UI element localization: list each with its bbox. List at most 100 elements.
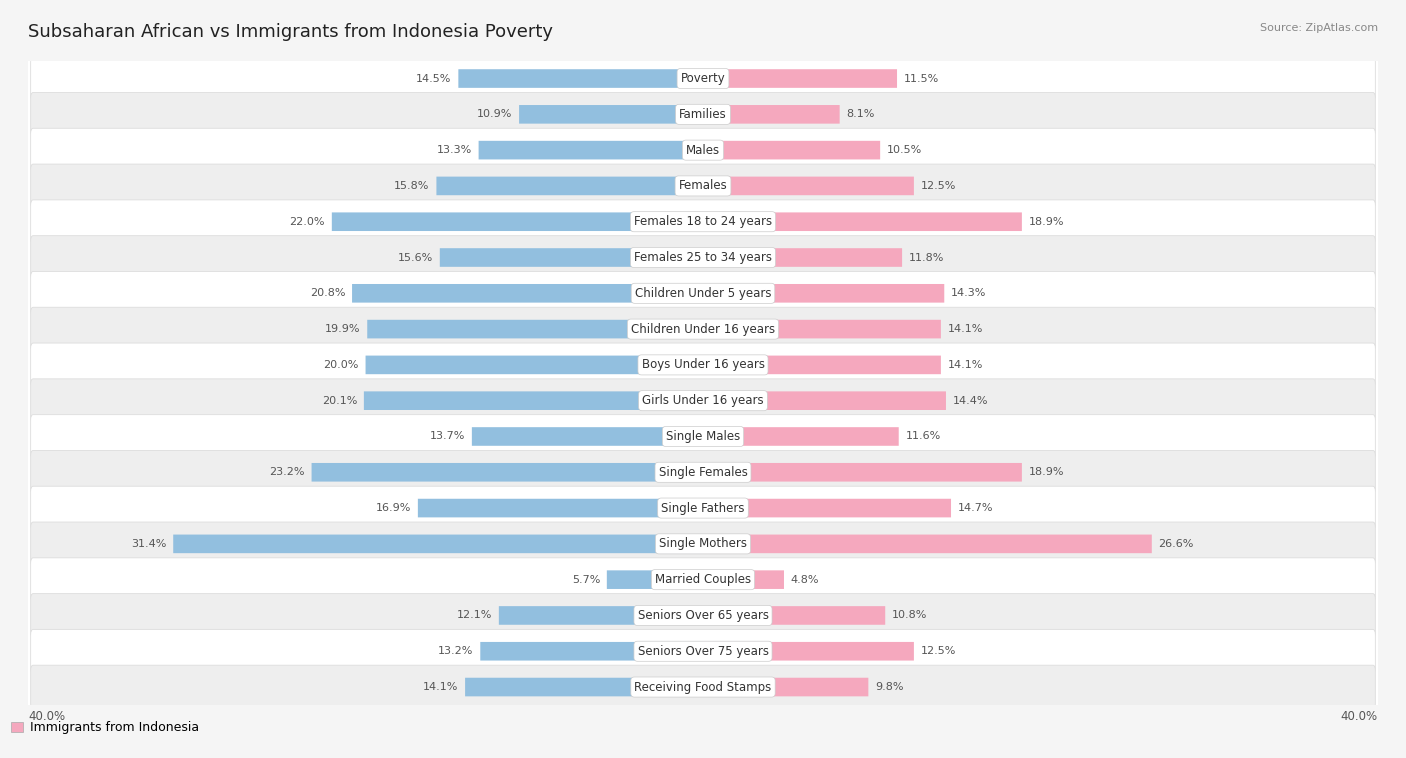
Text: Seniors Over 75 years: Seniors Over 75 years <box>637 645 769 658</box>
FancyBboxPatch shape <box>31 666 1375 709</box>
FancyBboxPatch shape <box>31 486 1375 530</box>
Legend: Subsaharan African, Immigrants from Indonesia: Subsaharan African, Immigrants from Indo… <box>0 721 198 735</box>
FancyBboxPatch shape <box>31 558 1375 602</box>
Text: 8.1%: 8.1% <box>846 109 875 119</box>
Text: Families: Families <box>679 108 727 121</box>
FancyBboxPatch shape <box>31 92 1375 136</box>
FancyBboxPatch shape <box>703 642 914 660</box>
FancyBboxPatch shape <box>607 570 703 589</box>
FancyBboxPatch shape <box>703 606 886 625</box>
Text: 14.1%: 14.1% <box>423 682 458 692</box>
Text: 16.9%: 16.9% <box>375 503 411 513</box>
Text: 20.1%: 20.1% <box>322 396 357 406</box>
FancyBboxPatch shape <box>703 428 898 446</box>
FancyBboxPatch shape <box>703 463 1022 481</box>
Text: Females 25 to 34 years: Females 25 to 34 years <box>634 251 772 264</box>
Text: 10.9%: 10.9% <box>477 109 512 119</box>
Text: 4.8%: 4.8% <box>790 575 820 584</box>
Text: Males: Males <box>686 143 720 157</box>
FancyBboxPatch shape <box>31 57 1375 100</box>
FancyBboxPatch shape <box>703 212 1022 231</box>
FancyBboxPatch shape <box>465 678 703 697</box>
FancyBboxPatch shape <box>703 391 946 410</box>
FancyBboxPatch shape <box>458 69 703 88</box>
Text: 31.4%: 31.4% <box>131 539 166 549</box>
Text: 12.5%: 12.5% <box>921 181 956 191</box>
Text: 15.6%: 15.6% <box>398 252 433 262</box>
FancyBboxPatch shape <box>173 534 703 553</box>
FancyBboxPatch shape <box>31 236 1375 280</box>
Text: Children Under 5 years: Children Under 5 years <box>634 287 772 300</box>
FancyBboxPatch shape <box>31 164 1375 208</box>
FancyBboxPatch shape <box>31 415 1375 459</box>
Text: 11.8%: 11.8% <box>908 252 945 262</box>
Text: Girls Under 16 years: Girls Under 16 years <box>643 394 763 407</box>
FancyBboxPatch shape <box>703 499 950 518</box>
FancyBboxPatch shape <box>703 177 914 196</box>
FancyBboxPatch shape <box>31 379 1375 422</box>
FancyBboxPatch shape <box>478 141 703 159</box>
Text: 22.0%: 22.0% <box>290 217 325 227</box>
FancyBboxPatch shape <box>31 343 1375 387</box>
FancyBboxPatch shape <box>364 391 703 410</box>
FancyBboxPatch shape <box>31 522 1375 565</box>
Text: 18.9%: 18.9% <box>1029 467 1064 478</box>
FancyBboxPatch shape <box>418 499 703 518</box>
Text: 20.8%: 20.8% <box>309 288 346 299</box>
Text: 14.3%: 14.3% <box>950 288 987 299</box>
FancyBboxPatch shape <box>332 212 703 231</box>
Text: 40.0%: 40.0% <box>28 710 65 723</box>
FancyBboxPatch shape <box>440 248 703 267</box>
Text: 40.0%: 40.0% <box>1341 710 1378 723</box>
Text: 13.3%: 13.3% <box>437 145 472 155</box>
Text: 9.8%: 9.8% <box>875 682 904 692</box>
Text: Single Mothers: Single Mothers <box>659 537 747 550</box>
FancyBboxPatch shape <box>367 320 703 338</box>
FancyBboxPatch shape <box>31 450 1375 494</box>
FancyBboxPatch shape <box>31 271 1375 315</box>
Text: Females: Females <box>679 180 727 193</box>
Text: 20.0%: 20.0% <box>323 360 359 370</box>
Text: Boys Under 16 years: Boys Under 16 years <box>641 359 765 371</box>
FancyBboxPatch shape <box>31 307 1375 351</box>
Text: Single Females: Single Females <box>658 465 748 479</box>
Text: 11.5%: 11.5% <box>904 74 939 83</box>
FancyBboxPatch shape <box>472 428 703 446</box>
Text: 14.5%: 14.5% <box>416 74 451 83</box>
Text: 13.7%: 13.7% <box>430 431 465 441</box>
Text: Poverty: Poverty <box>681 72 725 85</box>
Text: 12.1%: 12.1% <box>457 610 492 621</box>
FancyBboxPatch shape <box>31 594 1375 637</box>
Text: 13.2%: 13.2% <box>439 647 474 656</box>
FancyBboxPatch shape <box>312 463 703 481</box>
FancyBboxPatch shape <box>703 141 880 159</box>
FancyBboxPatch shape <box>519 105 703 124</box>
Text: 18.9%: 18.9% <box>1029 217 1064 227</box>
FancyBboxPatch shape <box>703 320 941 338</box>
Text: Source: ZipAtlas.com: Source: ZipAtlas.com <box>1260 23 1378 33</box>
FancyBboxPatch shape <box>436 177 703 196</box>
Text: 11.6%: 11.6% <box>905 431 941 441</box>
Text: Single Males: Single Males <box>666 430 740 443</box>
FancyBboxPatch shape <box>703 570 785 589</box>
FancyBboxPatch shape <box>703 248 903 267</box>
FancyBboxPatch shape <box>31 128 1375 172</box>
Text: 5.7%: 5.7% <box>572 575 600 584</box>
FancyBboxPatch shape <box>703 284 945 302</box>
FancyBboxPatch shape <box>366 356 703 374</box>
FancyBboxPatch shape <box>703 356 941 374</box>
FancyBboxPatch shape <box>31 629 1375 673</box>
FancyBboxPatch shape <box>703 105 839 124</box>
Text: 10.8%: 10.8% <box>891 610 928 621</box>
FancyBboxPatch shape <box>703 534 1152 553</box>
Text: 10.5%: 10.5% <box>887 145 922 155</box>
Text: Married Couples: Married Couples <box>655 573 751 586</box>
FancyBboxPatch shape <box>499 606 703 625</box>
Text: Single Fathers: Single Fathers <box>661 502 745 515</box>
Text: 14.1%: 14.1% <box>948 324 983 334</box>
Text: 23.2%: 23.2% <box>270 467 305 478</box>
Text: Receiving Food Stamps: Receiving Food Stamps <box>634 681 772 694</box>
Text: 19.9%: 19.9% <box>325 324 360 334</box>
Text: Children Under 16 years: Children Under 16 years <box>631 323 775 336</box>
Text: Seniors Over 65 years: Seniors Over 65 years <box>637 609 769 622</box>
